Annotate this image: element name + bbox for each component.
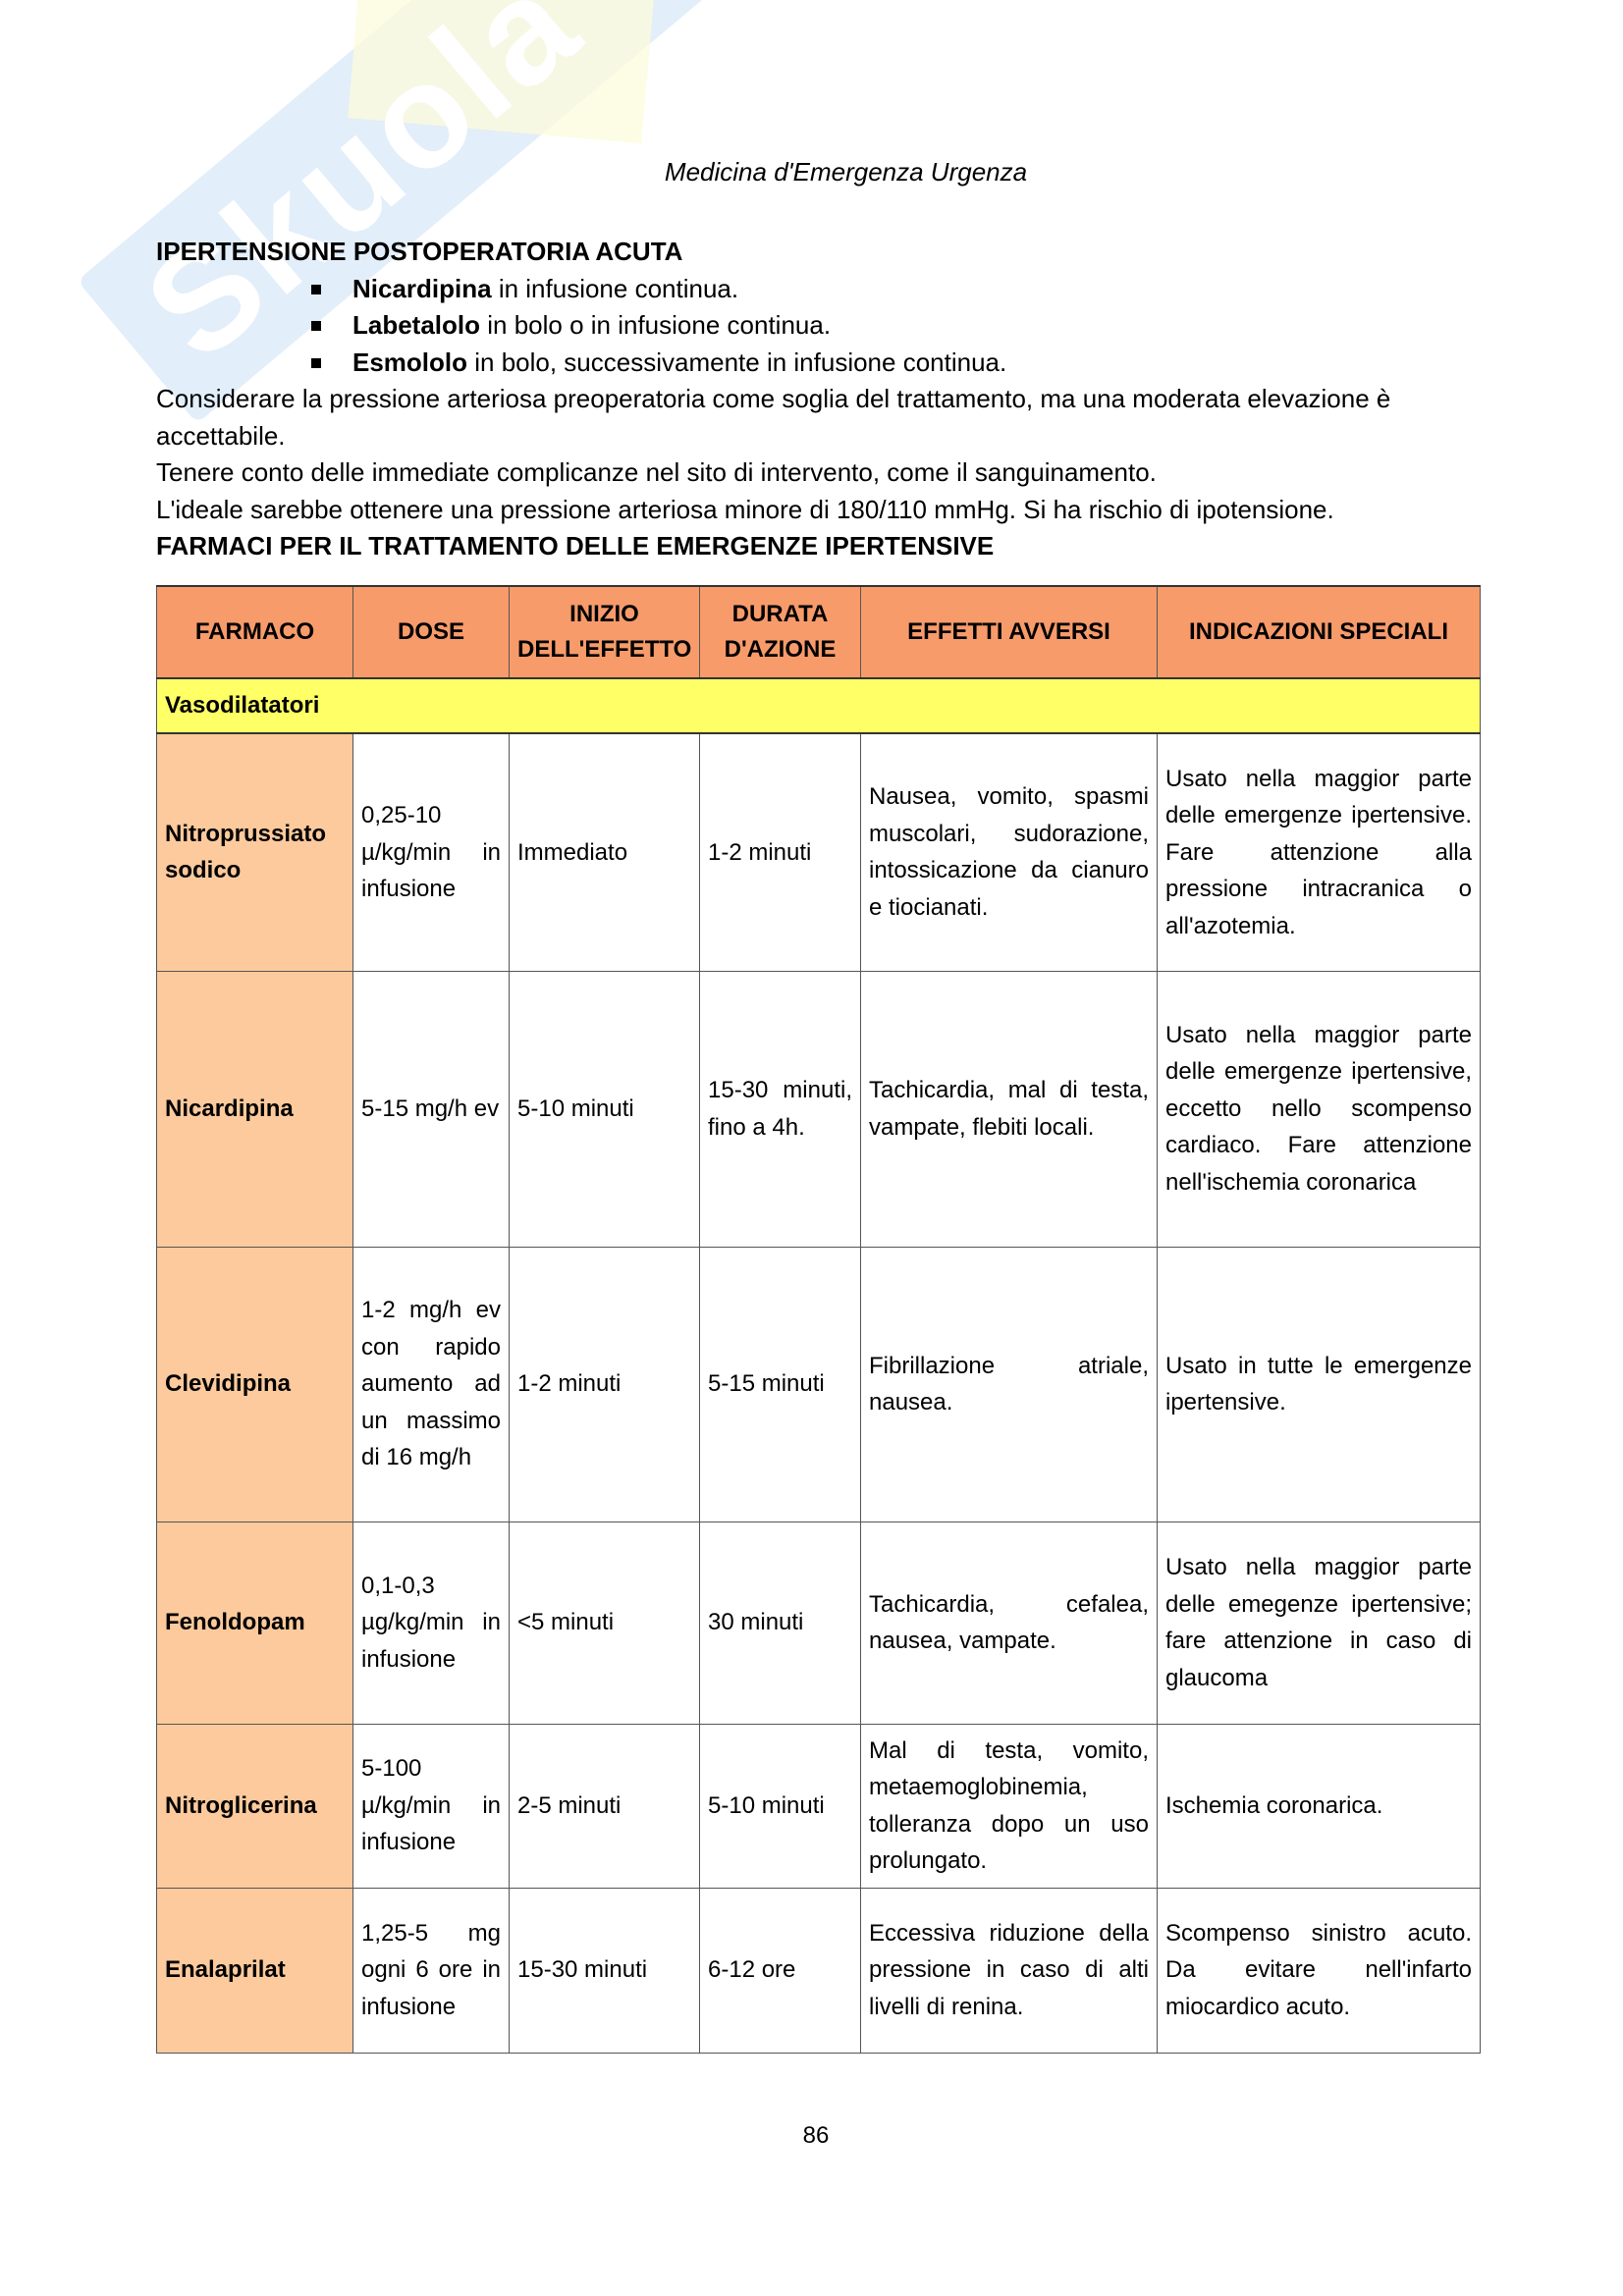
dose-cell: 0,25-10 µ/kg/min in infusione <box>352 732 510 972</box>
onset-cell: 15-30 minuti <box>509 1887 700 2054</box>
table-row: Nicardipina 5-15 mg/h ev 5-10 minuti 15-30 … <box>156 970 1481 1248</box>
drug-cell: Fenoldopam <box>156 1521 353 1725</box>
duration-cell: 5-10 minuti <box>699 1723 861 1889</box>
drug-cell: Nitroglicerina <box>156 1723 353 1889</box>
table-title: FARMACI PER IL TRATTAMENTO DELLE EMERGEN… <box>156 531 995 561</box>
duration-cell: 5-15 minuti <box>699 1246 861 1522</box>
page-content: IPERTENSIONE POSTOPERATORIA ACUTA Nicard… <box>156 234 1482 565</box>
drug-cell: Nicardipina <box>156 970 353 1248</box>
col-header: EFFETTI AVVERSI <box>860 585 1158 679</box>
duration-cell: 6-12 ore <box>699 1887 861 2054</box>
indications-cell: Usato nella maggior parte delle emegenze… <box>1157 1521 1481 1725</box>
table-row: Nitroglicerina 5-100 µ/kg/min in infusion… <box>156 1723 1481 1889</box>
bullet-text: in bolo o in infusione continua. <box>480 310 832 340</box>
indications-cell: Usato nella maggior parte delle emergenz… <box>1157 732 1481 972</box>
onset-cell: <5 minuti <box>509 1521 700 1725</box>
table-row: Enalaprilat 1,25-5 mg ogni 6 ore in infus… <box>156 1887 1481 2054</box>
drug-name: Labetalolo <box>352 310 481 340</box>
dose-cell: 1,25-5 mg ogni 6 ore in infusione <box>352 1887 510 2054</box>
page-header: Medicina d'Emergenza Urgenza <box>664 157 1028 187</box>
drug-cell: Enalaprilat <box>156 1887 353 2054</box>
onset-cell: 2-5 minuti <box>509 1723 700 1889</box>
drug-cell: Clevidipina <box>156 1246 353 1522</box>
table-header-row: FARMACO DOSE INIZIO DELL'EFFETTO DURATA … <box>156 585 1481 679</box>
onset-cell: 1-2 minuti <box>509 1246 700 1522</box>
paragraph: Tenere conto delle immediate complicanze… <box>156 457 1157 487</box>
col-header: INIZIO DELL'EFFETTO <box>509 585 700 679</box>
adverse-effects-cell: Tachicardia, cefalea, nausea, vampate. <box>860 1521 1158 1725</box>
col-header: DURATA D'AZIONE <box>699 585 861 679</box>
bullet-item: Labetalolo in bolo o in infusione contin… <box>156 307 1482 345</box>
category-row: Vasodilatatori <box>156 677 1481 734</box>
duration-cell: 15-30 minuti, fino a 4h. <box>699 970 861 1248</box>
duration-cell: 1-2 minuti <box>699 732 861 972</box>
indications-cell: Ischemia coronarica. <box>1157 1723 1481 1889</box>
adverse-effects-cell: Eccessiva riduzione della pressione in c… <box>860 1887 1158 2054</box>
indications-cell: Usato nella maggior parte delle emergenz… <box>1157 970 1481 1248</box>
adverse-effects-cell: Fibrillazione atriale, nausea. <box>860 1246 1158 1522</box>
drug-name: Esmololo <box>352 347 468 377</box>
adverse-effects-cell: Nausea, vomito, spasmi muscolari, sudora… <box>860 732 1158 972</box>
col-header: FARMACO <box>156 585 353 679</box>
adverse-effects-cell: Mal di testa, vomito, metaemoglobinemia,… <box>860 1723 1158 1889</box>
adverse-effects-cell: Tachicardia, mal di testa, vampate, fleb… <box>860 970 1158 1248</box>
page-number: 86 <box>802 2122 830 2149</box>
duration-cell: 30 minuti <box>699 1521 861 1725</box>
drug-cell: Nitroprussiato sodico <box>156 732 353 972</box>
paragraph: Considerare la pressione arteriosa preop… <box>156 384 1391 451</box>
bullet-text: in bolo, successivamente in infusione co… <box>467 347 1007 377</box>
onset-cell: Immediato <box>509 732 700 972</box>
indications-cell: Scompenso sinistro acuto. Da evitare nel… <box>1157 1887 1481 2054</box>
paragraph: L'ideale sarebbe ottenere una pressione … <box>156 494 1334 524</box>
bullet-list: Nicardipina in infusione continua. Labet… <box>156 271 1482 382</box>
indications-cell: Usato in tutte le emergenze ipertensive. <box>1157 1246 1481 1522</box>
table-row: Fenoldopam 0,1-0,3 µg/kg/min in infusione… <box>156 1521 1481 1725</box>
bullet-text: in infusione continua. <box>491 273 739 303</box>
drug-name: Nicardipina <box>352 273 492 303</box>
col-header: DOSE <box>352 585 510 679</box>
bullet-item: Nicardipina in infusione continua. <box>156 271 1482 308</box>
col-header: INDICAZIONI SPECIALI <box>1157 585 1481 679</box>
table-row: Clevidipina 1-2 mg/h ev con rapido aument… <box>156 1246 1481 1522</box>
category-label: Vasodilatatori <box>156 677 1481 734</box>
dose-cell: 0,1-0,3 µg/kg/min in infusione <box>352 1521 510 1725</box>
bullet-item: Esmololo in bolo, successivamente in inf… <box>156 345 1482 382</box>
table-row: Nitroprussiato sodico 0,25-10 µ/kg/min in… <box>156 732 1481 972</box>
dose-cell: 1-2 mg/h ev con rapido aumento ad un mas… <box>352 1246 510 1522</box>
section-title: IPERTENSIONE POSTOPERATORIA ACUTA <box>156 237 683 266</box>
dose-cell: 5-100 µ/kg/min in infusione <box>352 1723 510 1889</box>
dose-cell: 5-15 mg/h ev <box>352 970 510 1248</box>
drug-table: FARMACO DOSE INIZIO DELL'EFFETTO DURATA … <box>156 585 1481 2054</box>
onset-cell: 5-10 minuti <box>509 970 700 1248</box>
